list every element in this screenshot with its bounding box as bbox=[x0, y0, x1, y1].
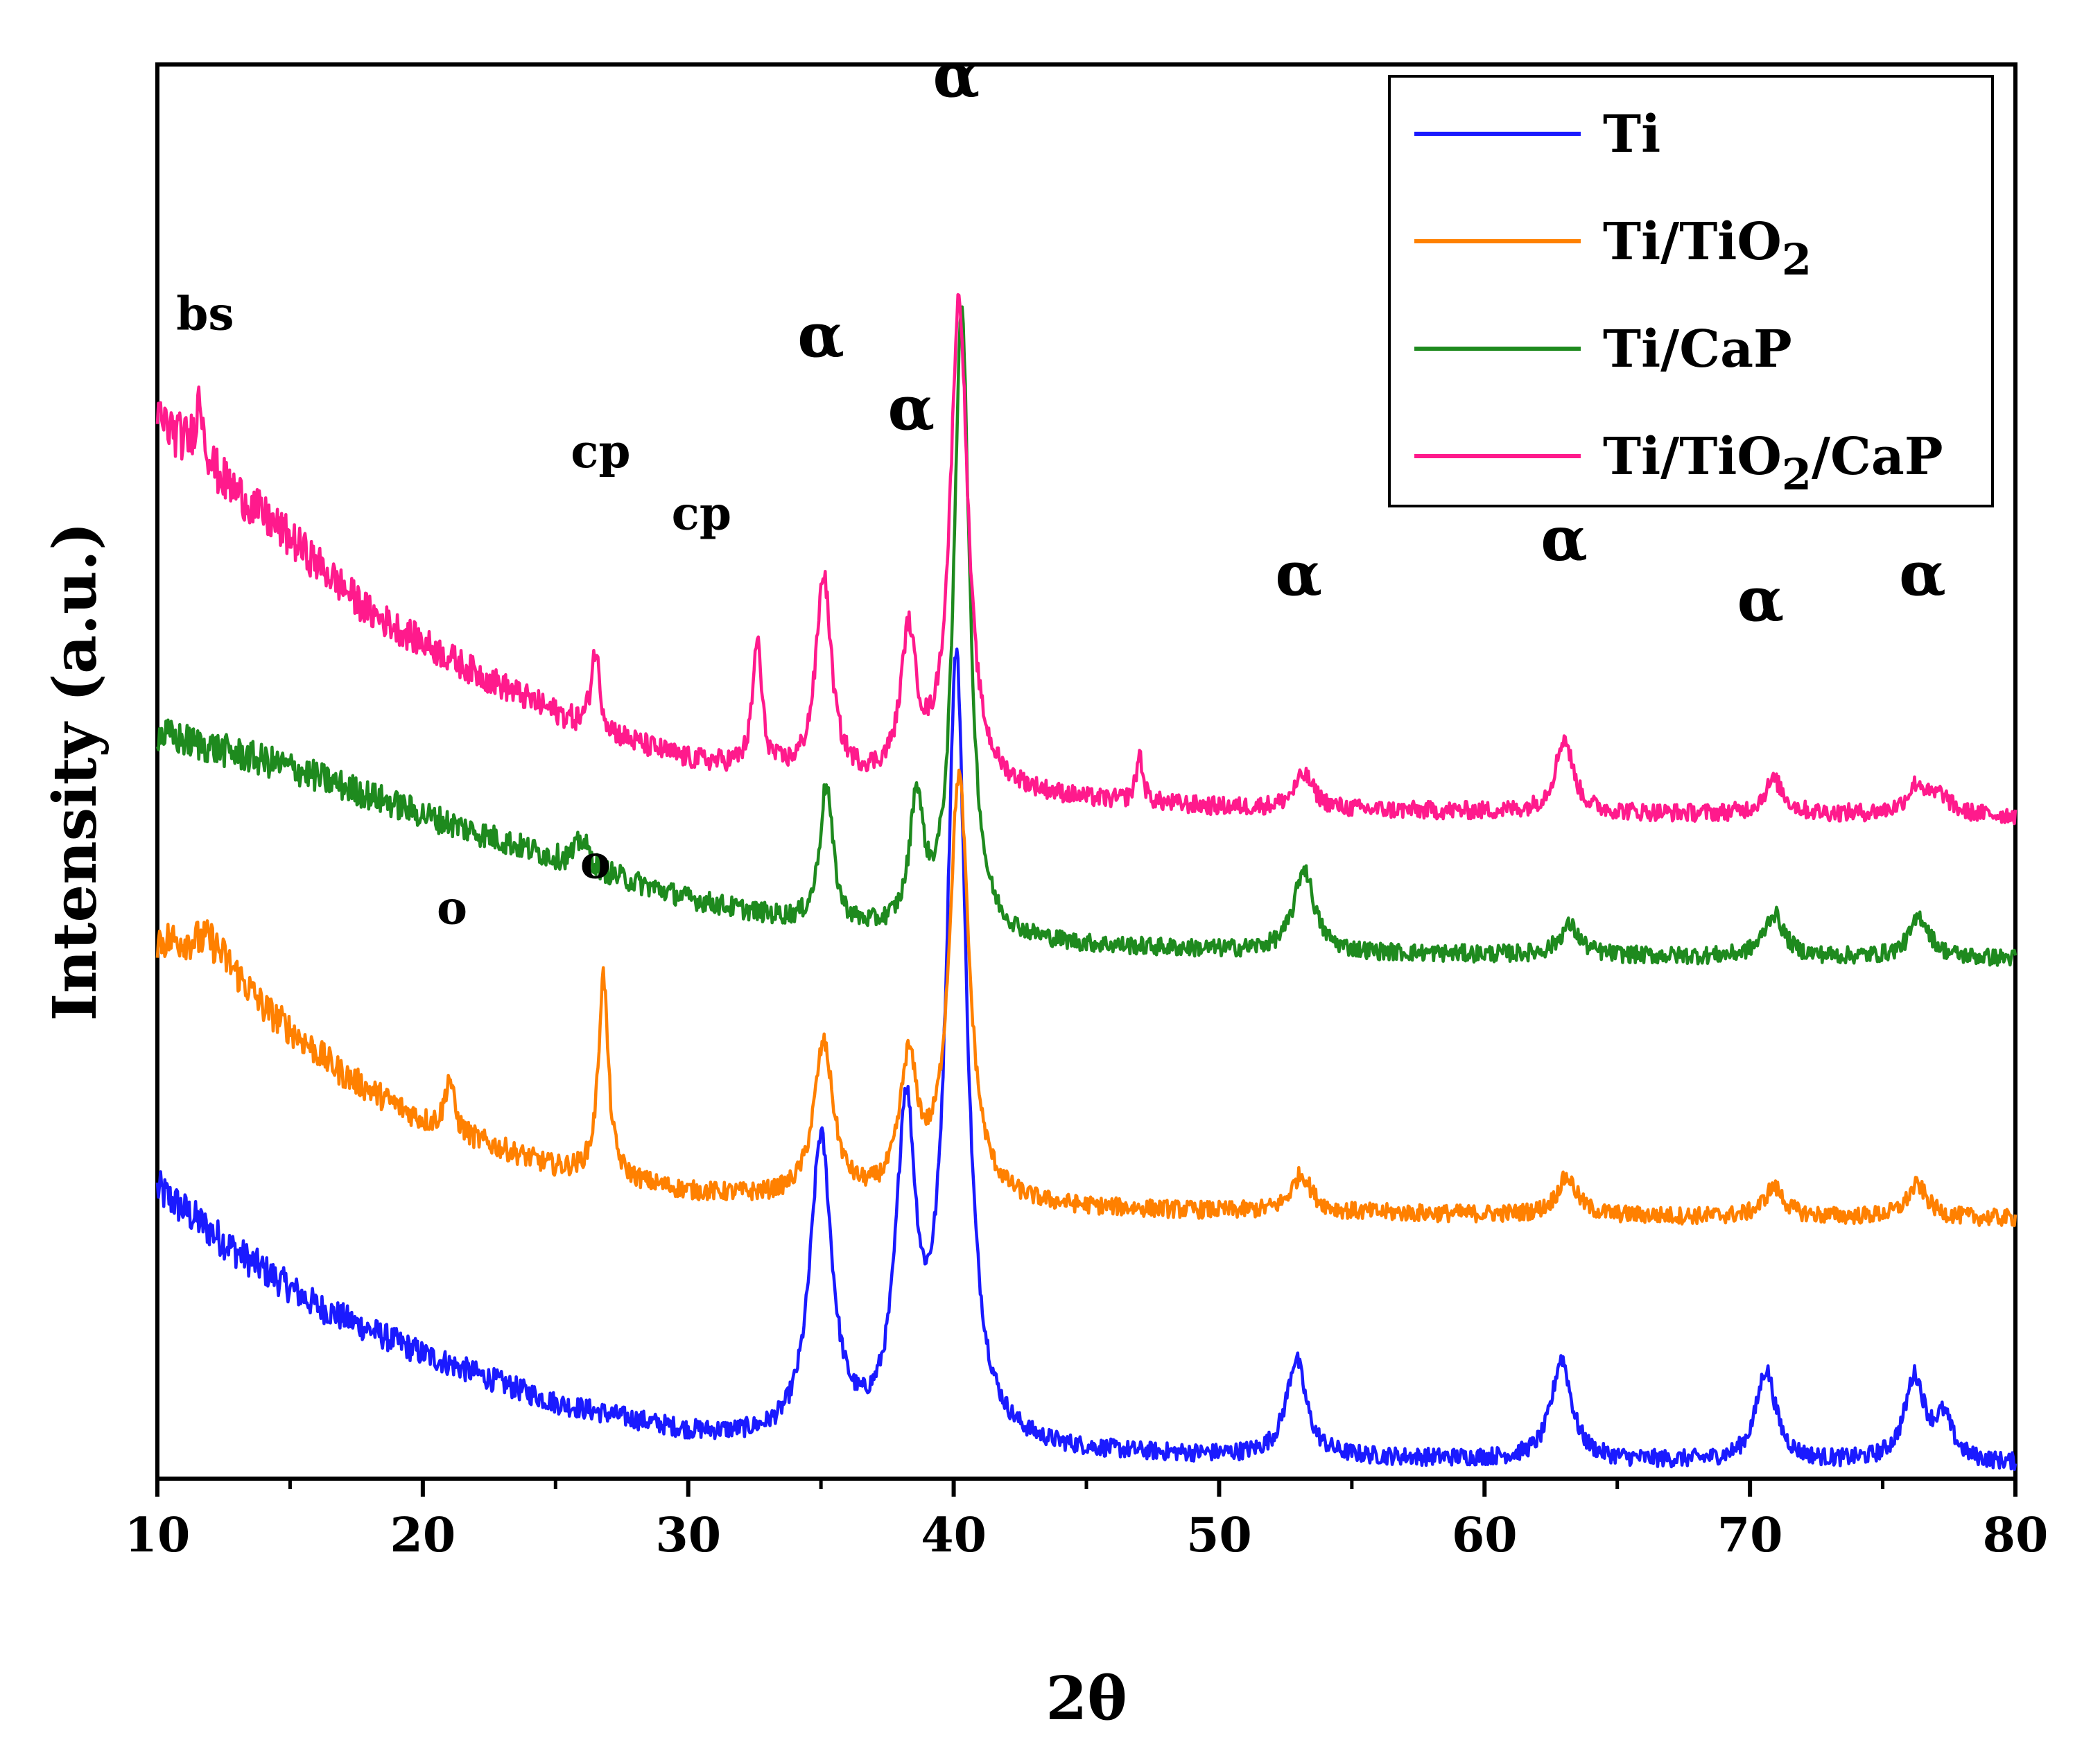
peak-annotation: cp bbox=[672, 486, 731, 540]
x-tick-label: 10 bbox=[125, 1508, 191, 1563]
x-tick-label: 40 bbox=[921, 1508, 987, 1563]
x-tick-label: 30 bbox=[655, 1508, 721, 1563]
peak-annotation: α bbox=[1275, 537, 1322, 609]
peak-annotation: α bbox=[887, 372, 935, 444]
series-line-ti-tio2-cap bbox=[155, 293, 2017, 826]
legend-label: Ti/CaP bbox=[1603, 320, 1792, 379]
x-tick-label: 80 bbox=[1983, 1508, 2049, 1563]
x-axis-title: 2θ bbox=[1045, 1664, 1127, 1734]
series-line-ti-cap bbox=[155, 305, 2017, 967]
peak-annotation: α bbox=[1737, 563, 1785, 635]
peak-annotation: α bbox=[1541, 503, 1588, 575]
peak-annotation: α bbox=[1899, 537, 1946, 609]
x-tick-label: 50 bbox=[1186, 1508, 1252, 1563]
legend-items: Ti Ti/TiO2 Ti/CaP Ti/TiO2/CaP bbox=[1414, 105, 1943, 500]
x-axis-ticks: 10 20 30 40 50 60 70 80 bbox=[125, 1479, 2049, 1563]
x-tick-label: 70 bbox=[1717, 1508, 1783, 1563]
legend-label: Ti/TiO2/CaP bbox=[1603, 427, 1943, 500]
y-axis-title: Intensity (a.u.) bbox=[40, 522, 110, 1021]
peak-annotation: cp bbox=[571, 424, 630, 478]
peak-annotation: α bbox=[797, 299, 844, 372]
series-line-ti bbox=[155, 647, 2017, 1472]
legend-label: Ti/TiO2 bbox=[1603, 212, 1812, 285]
peak-annotation: bs bbox=[176, 287, 234, 341]
legend-label: Ti bbox=[1603, 105, 1660, 164]
peak-annotation: α bbox=[933, 40, 980, 112]
series-line-ti-tio2 bbox=[155, 768, 2017, 1228]
series-layer bbox=[155, 293, 2017, 1472]
legend-box bbox=[1388, 75, 1994, 507]
x-tick-label: 60 bbox=[1452, 1508, 1518, 1563]
peak-annotation: o bbox=[580, 835, 611, 889]
x-tick-label: 20 bbox=[390, 1508, 456, 1563]
peak-annotation: o bbox=[437, 881, 467, 935]
legend: Ti Ti/TiO2 Ti/CaP Ti/TiO2/CaP bbox=[1388, 75, 1994, 507]
